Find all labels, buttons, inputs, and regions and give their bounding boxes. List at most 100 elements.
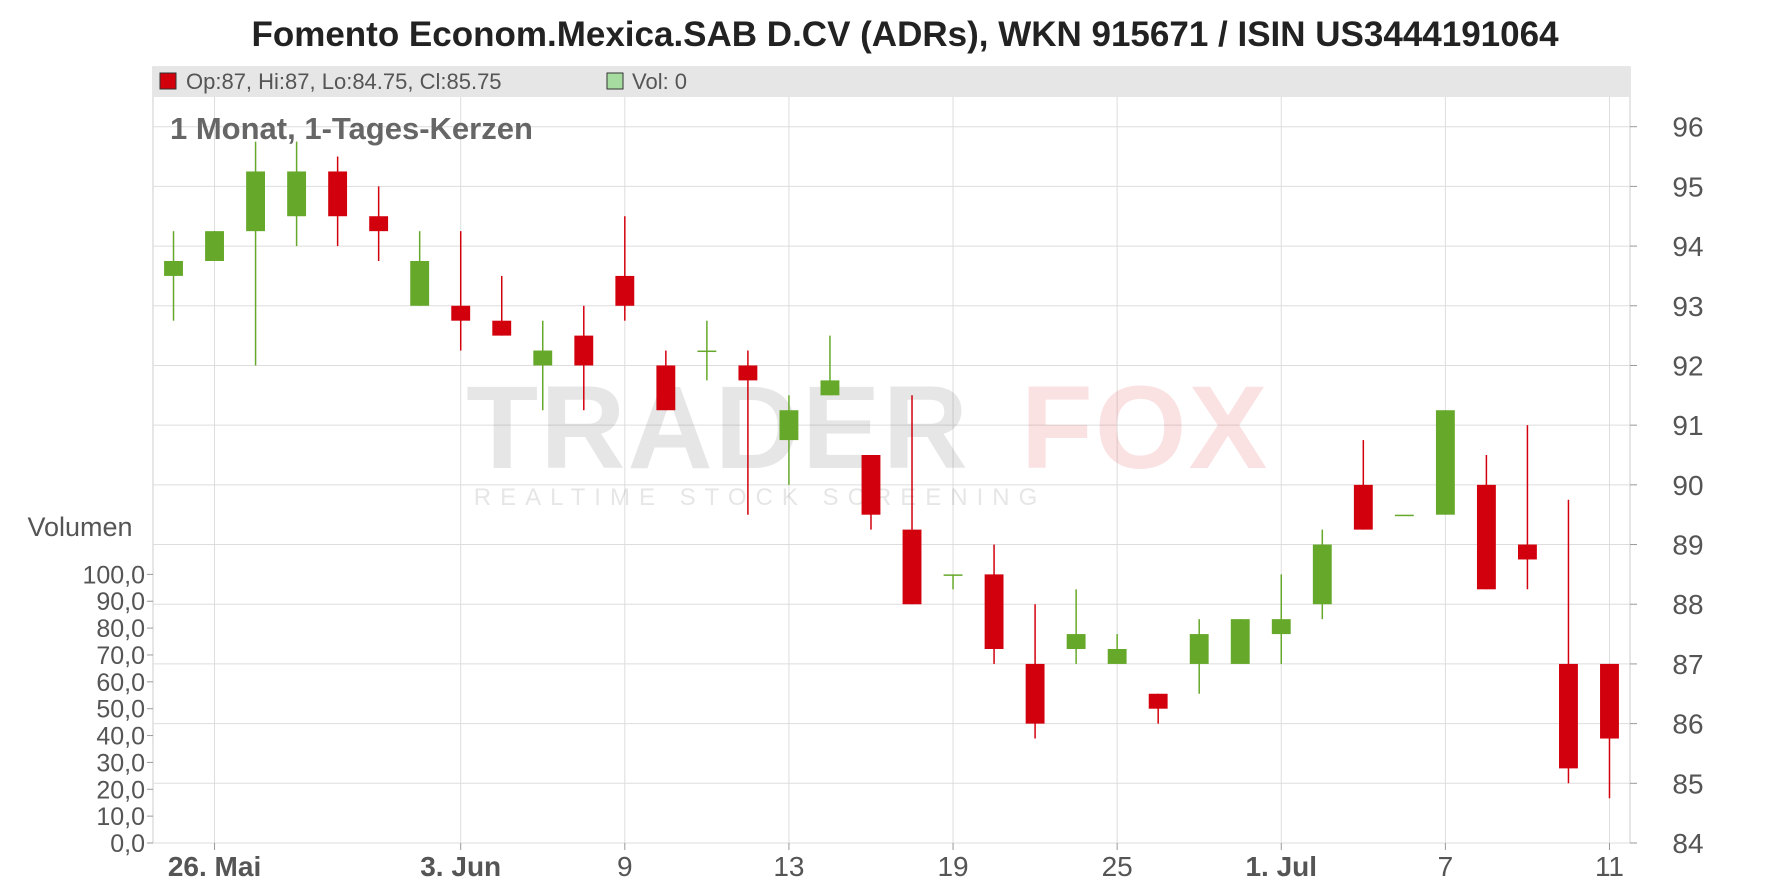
volume-tick-label: 20,0 xyxy=(96,776,145,804)
candle xyxy=(984,544,1004,664)
watermark-brand-right: FOX xyxy=(1021,362,1270,494)
volume-tick-label: 50,0 xyxy=(96,696,145,724)
candle-body xyxy=(1148,693,1168,709)
candle-body xyxy=(205,231,224,261)
volume-tick-label: 40,0 xyxy=(96,723,145,751)
candle-body xyxy=(574,335,594,366)
candle-body xyxy=(738,365,758,381)
x-tick-label: 19 xyxy=(937,851,968,882)
candle-body xyxy=(1312,544,1332,605)
x-tick-label: 11 xyxy=(1595,851,1624,882)
price-tick-label: 88 xyxy=(1672,589,1703,620)
watermark-brand-left: TRADER xyxy=(466,362,970,494)
candle xyxy=(1517,425,1537,590)
candle-body xyxy=(1107,649,1127,664)
watermark-tagline: REALTIME STOCK SCREENING xyxy=(474,484,1047,511)
candle-body xyxy=(1189,634,1209,664)
legend-band xyxy=(154,67,1630,97)
candle-body xyxy=(164,261,183,276)
candle-body xyxy=(902,529,922,605)
volume-tick-label: 80,0 xyxy=(96,615,145,643)
plot-area xyxy=(152,66,1631,844)
candle xyxy=(492,275,512,336)
x-tick-label: 1. Jul xyxy=(1245,851,1317,882)
candle xyxy=(1312,529,1332,620)
candle-body xyxy=(943,574,963,576)
candle-body xyxy=(820,380,840,396)
ohlc-legend-label: Op:87, Hi:87, Lo:84.75, Cl:85.75 xyxy=(186,69,502,94)
price-tick-label: 91 xyxy=(1672,410,1703,441)
candle xyxy=(1107,634,1127,664)
price-tick-label: 95 xyxy=(1672,171,1703,202)
candle-body xyxy=(1394,514,1414,517)
candle-body xyxy=(533,350,553,366)
x-tick-label: 9 xyxy=(617,851,633,882)
candle-body xyxy=(1353,484,1373,530)
candle-body xyxy=(410,261,430,306)
price-tick-label: 93 xyxy=(1672,291,1703,322)
candle xyxy=(369,186,389,261)
candle-body xyxy=(328,171,348,217)
candle-body xyxy=(1066,634,1086,649)
candle xyxy=(246,141,266,366)
candle xyxy=(1353,440,1373,530)
candle xyxy=(574,305,594,411)
candle xyxy=(164,231,183,321)
candle xyxy=(1066,589,1086,664)
x-tick-label: 13 xyxy=(773,851,804,882)
x-tick-label: 26. Mai xyxy=(168,851,261,882)
candle xyxy=(1600,663,1619,799)
volume-tick-label: 60,0 xyxy=(96,669,145,697)
candle xyxy=(205,231,224,261)
candle-body xyxy=(369,216,389,232)
ohlc-legend-swatch xyxy=(159,72,177,90)
price-tick-label: 89 xyxy=(1672,530,1703,561)
price-tick-label: 87 xyxy=(1672,649,1703,680)
volume-tick-label: 70,0 xyxy=(96,642,145,670)
candle xyxy=(287,141,307,247)
volume-axis: 0,010,020,030,040,050,060,070,080,090,01… xyxy=(82,561,153,858)
candle xyxy=(615,216,635,321)
volume-tick-label: 100,0 xyxy=(82,561,145,589)
candle xyxy=(1148,693,1168,724)
candle xyxy=(451,231,471,351)
candle xyxy=(533,320,553,411)
candle xyxy=(861,455,881,530)
volume-legend-swatch xyxy=(606,72,624,90)
candle xyxy=(410,231,430,306)
candle-body xyxy=(615,275,635,306)
price-tick-label: 92 xyxy=(1672,350,1703,381)
price-tick-label: 96 xyxy=(1672,112,1703,143)
volume-tick-label: 0,0 xyxy=(110,830,145,858)
candle-body xyxy=(861,455,881,515)
candles xyxy=(164,141,1619,799)
candle-body xyxy=(1025,663,1045,724)
price-tick-label: 90 xyxy=(1672,470,1703,501)
candle-body xyxy=(1476,484,1496,590)
price-axis: 84 85 86 87 88 89 90 91 92 93 94 95 96 xyxy=(1630,112,1704,859)
candle-body xyxy=(287,171,307,217)
candle xyxy=(1025,604,1045,739)
candle xyxy=(1230,619,1250,664)
candle xyxy=(697,320,717,381)
candle-body xyxy=(779,410,799,441)
candle xyxy=(656,350,676,411)
candle xyxy=(779,395,799,485)
candle xyxy=(1476,455,1496,590)
candle xyxy=(1394,514,1414,517)
chart-title: Fomento Econom.Mexica.SAB D.CV (ADRs), W… xyxy=(251,15,1559,54)
candle xyxy=(943,574,963,590)
candle-body xyxy=(656,365,676,411)
candle-body xyxy=(1559,663,1578,769)
price-tick-label: 94 xyxy=(1672,231,1703,262)
volume-tick-label: 10,0 xyxy=(96,803,145,831)
x-tick-label: 25 xyxy=(1102,851,1133,882)
candle-body xyxy=(697,350,717,353)
candle xyxy=(1271,574,1291,664)
watermark: TRADER FOX REALTIME STOCK SCREENING xyxy=(466,362,1270,511)
price-tick-label: 84 xyxy=(1672,828,1703,859)
candle-body xyxy=(1230,619,1250,664)
candle xyxy=(738,350,758,515)
